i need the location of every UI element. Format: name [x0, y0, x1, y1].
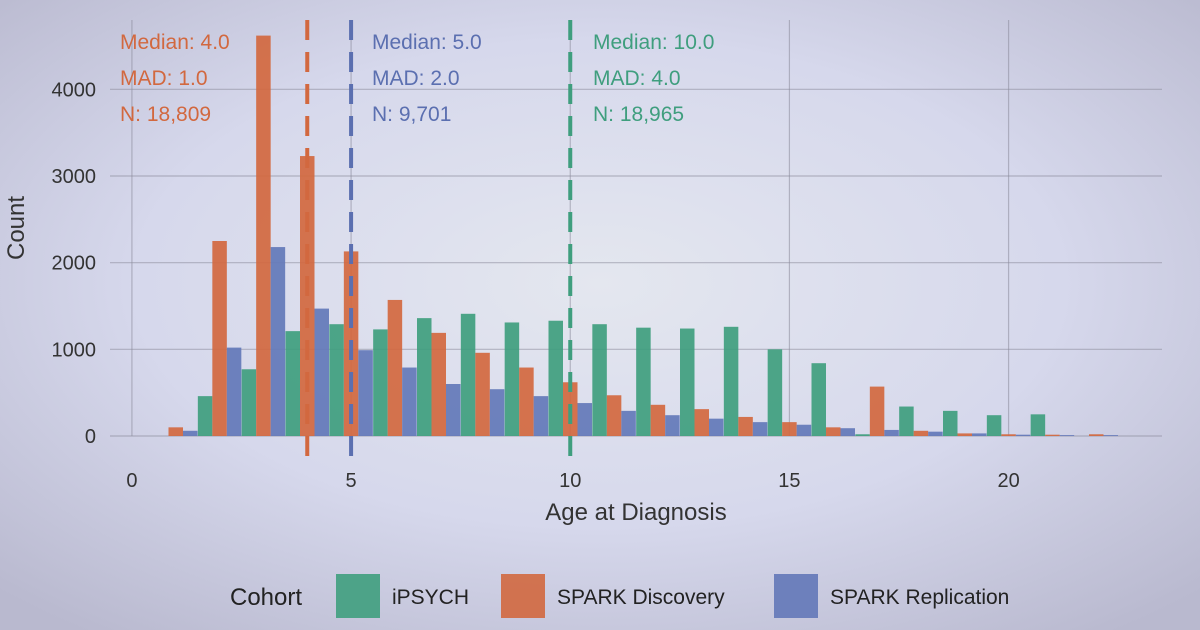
annotations: Median: 4.0 MAD: 1.0 N: 18,809 Median: 5.0 M…: [120, 31, 714, 126]
bar-spark-discovery: [431, 332, 446, 436]
bar-spark-replication: [621, 410, 636, 436]
annotation-text: MAD: 4.0: [593, 67, 681, 90]
annotation-text: Median: 5.0: [372, 31, 482, 54]
bar-spark-replication: [314, 308, 329, 436]
y-tick-label: 2000: [52, 253, 97, 275]
grid: [110, 20, 1162, 437]
bar-spark-discovery: [826, 427, 841, 436]
bar-ipsych: [373, 329, 388, 436]
x-tick-label: 20: [997, 470, 1019, 492]
median-lines: [305, 20, 573, 456]
annotation-text: Median: 10.0: [593, 31, 714, 54]
bar-spark-replication: [1103, 435, 1118, 436]
bar-ipsych: [811, 363, 826, 436]
bar-ipsych: [723, 326, 739, 436]
y-tick-label: 0: [85, 426, 96, 448]
bar-spark-replication: [489, 389, 505, 436]
x-tick-label: 0: [126, 470, 137, 492]
bar-spark-replication: [928, 431, 943, 436]
legend-swatch: [336, 574, 380, 618]
y-tick-label: 4000: [52, 79, 97, 101]
bar-spark-replication: [796, 424, 812, 436]
annotation-text: N: 18,809: [120, 103, 211, 126]
bar-spark-discovery: [738, 416, 753, 436]
bar-spark-replication: [226, 347, 242, 436]
bar-spark-discovery: [168, 427, 183, 436]
legend: Cohort iPSYCH SPARK Discovery SPARK Replica…: [230, 574, 1009, 618]
bar-spark-replication: [358, 350, 373, 436]
bar-ipsych: [767, 349, 783, 436]
bar-ipsych: [943, 410, 958, 436]
bar-ipsych: [417, 318, 432, 436]
bar-spark-replication: [972, 433, 987, 436]
bar-spark-discovery: [387, 299, 403, 436]
bar-ipsych: [636, 327, 651, 436]
annotation-text: MAD: 2.0: [372, 67, 460, 90]
bar-spark-replication: [1059, 435, 1075, 436]
bar-spark-discovery: [694, 409, 709, 436]
bar-spark-discovery: [1089, 434, 1104, 436]
bar-spark-replication: [270, 247, 286, 436]
bar-spark-replication: [533, 396, 549, 436]
bar-ipsych: [986, 415, 1002, 436]
bar-spark-discovery: [519, 367, 534, 436]
annotation-text: N: 18,965: [593, 103, 684, 126]
bar-spark-replication: [840, 428, 855, 436]
bar-ipsych: [197, 396, 213, 436]
bar-spark-discovery: [256, 35, 271, 436]
bar-spark-discovery: [782, 422, 797, 436]
y-axis-title: Count: [3, 196, 30, 260]
bar-spark-discovery: [212, 241, 227, 436]
bar-spark-discovery: [957, 433, 972, 436]
x-tick-label: 15: [778, 470, 800, 492]
bar-spark-replication: [402, 367, 417, 436]
bars: [168, 35, 1118, 437]
legend-label: SPARK Replication: [830, 586, 1009, 609]
bar-spark-replication: [709, 418, 724, 436]
bar-spark-discovery: [606, 395, 622, 436]
x-axis-title: Age at Diagnosis: [545, 499, 726, 526]
bar-ipsych: [1030, 414, 1046, 436]
bar-spark-replication: [183, 430, 198, 436]
bar-spark-replication: [577, 403, 592, 436]
bar-ipsych: [680, 328, 695, 436]
bar-ipsych: [504, 322, 520, 436]
bar-ipsych: [460, 313, 476, 436]
bar-spark-replication: [752, 422, 768, 436]
y-tick-label: 3000: [52, 166, 97, 188]
annotation-text: MAD: 1.0: [120, 67, 208, 90]
bar-ipsych: [899, 406, 914, 436]
bar-spark-replication: [665, 415, 680, 436]
legend-label: SPARK Discovery: [557, 586, 725, 609]
bar-ipsych: [285, 331, 300, 436]
bar-spark-discovery: [913, 430, 929, 436]
bar-ipsych: [548, 320, 563, 436]
legend-swatch: [501, 574, 545, 618]
bar-ipsych: [592, 324, 607, 436]
bar-ipsych: [855, 434, 870, 436]
x-tick-label: 5: [346, 470, 357, 492]
bar-spark-discovery: [650, 404, 666, 436]
bar-spark-discovery: [1045, 434, 1060, 436]
bar-spark-discovery: [1001, 434, 1016, 436]
annotation-text: N: 9,701: [372, 103, 451, 126]
x-tick-label: 10: [559, 470, 581, 492]
bar-ipsych: [329, 324, 344, 436]
axes: 0 5 10 15 20 0 1000 2000 3000 4000 Age at Diagnosi…: [3, 79, 1020, 526]
annotation-text: Median: 4.0: [120, 31, 230, 54]
bar-spark-replication: [446, 384, 461, 436]
y-tick-label: 1000: [52, 339, 97, 361]
legend-title: Cohort: [230, 584, 302, 611]
bar-spark-discovery: [869, 386, 885, 436]
legend-label: iPSYCH: [392, 586, 469, 609]
bar-spark-replication: [1015, 434, 1031, 436]
bar-spark-discovery: [475, 352, 490, 436]
legend-swatch: [774, 574, 818, 618]
bar-spark-replication: [884, 429, 899, 436]
bar-spark-discovery: [300, 156, 315, 437]
bar-ipsych: [241, 369, 257, 436]
